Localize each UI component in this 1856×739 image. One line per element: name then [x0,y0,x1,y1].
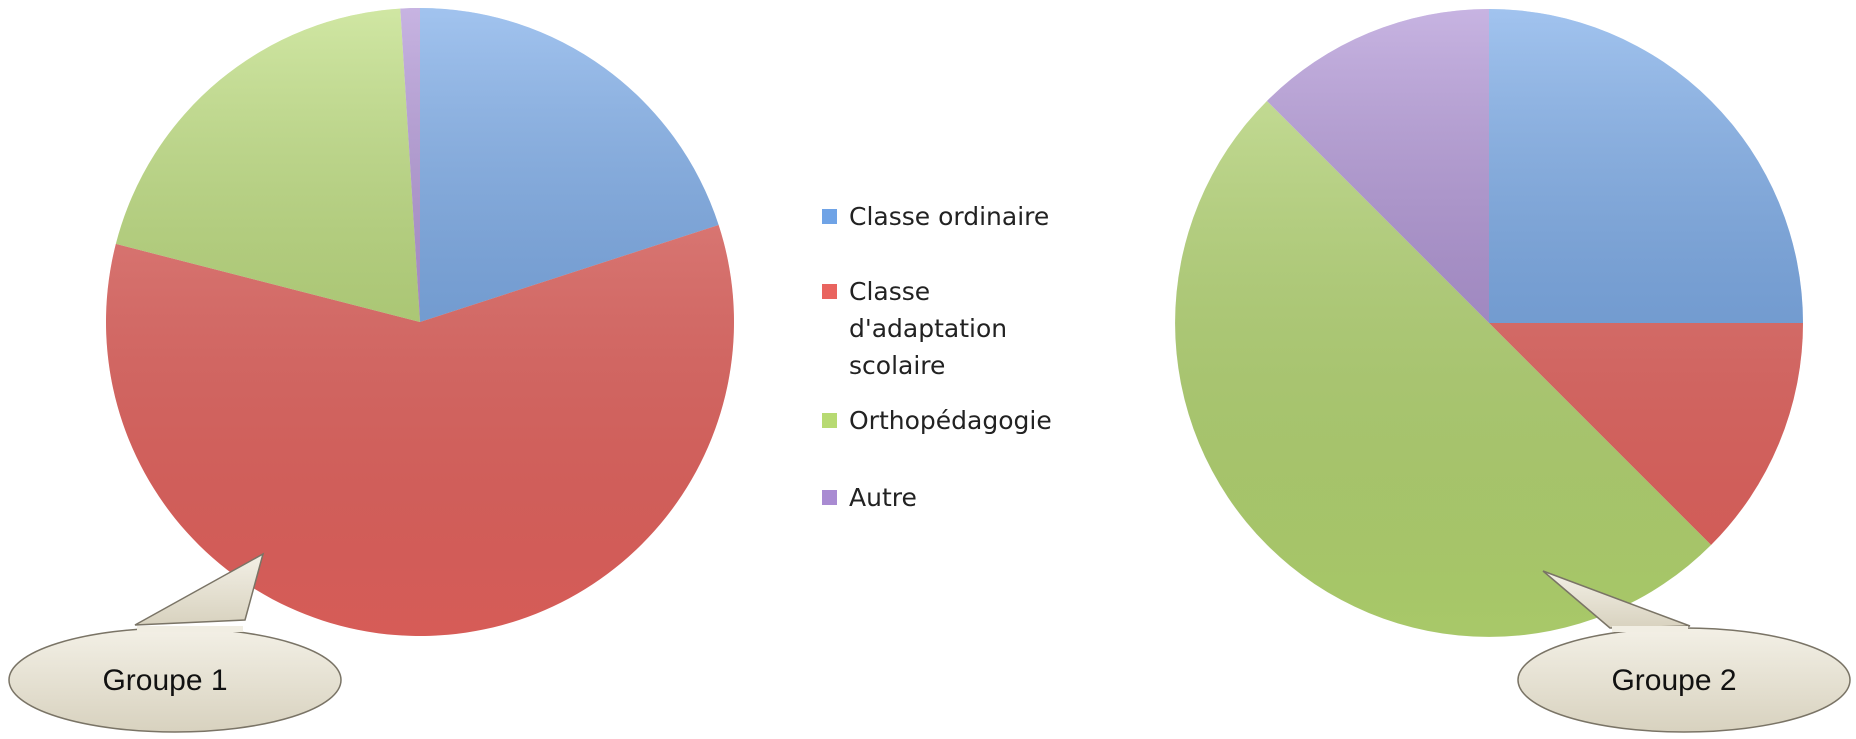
legend-label: Classe ordinaire [849,202,1050,231]
legend-entry: Orthopédagogie [822,402,1092,439]
legend-entry: Classe d'adaptation scolaire [822,273,1092,384]
legend-label: Orthopédagogie [849,406,1052,435]
callout-join [137,626,243,632]
callout-pointer [134,552,265,626]
legend-label: Autre [849,483,917,512]
legend-label: Classe d'adaptation scolaire [849,277,1008,380]
pie-shading [1175,9,1803,637]
legend-swatch [822,490,837,505]
legend-entry: Autre [822,479,1092,516]
legend-swatch [822,284,837,299]
pie-shading [106,8,734,636]
legend: Classe ordinaire Classe d'adaptation scol… [822,198,1092,516]
callout-label: Groupe 1 [102,664,227,697]
legend-swatch [822,413,837,428]
legend-entry: Classe ordinaire [822,198,1092,235]
callout-label: Groupe 2 [1611,664,1736,697]
legend-swatch [822,209,837,224]
callout-join [1612,626,1688,632]
